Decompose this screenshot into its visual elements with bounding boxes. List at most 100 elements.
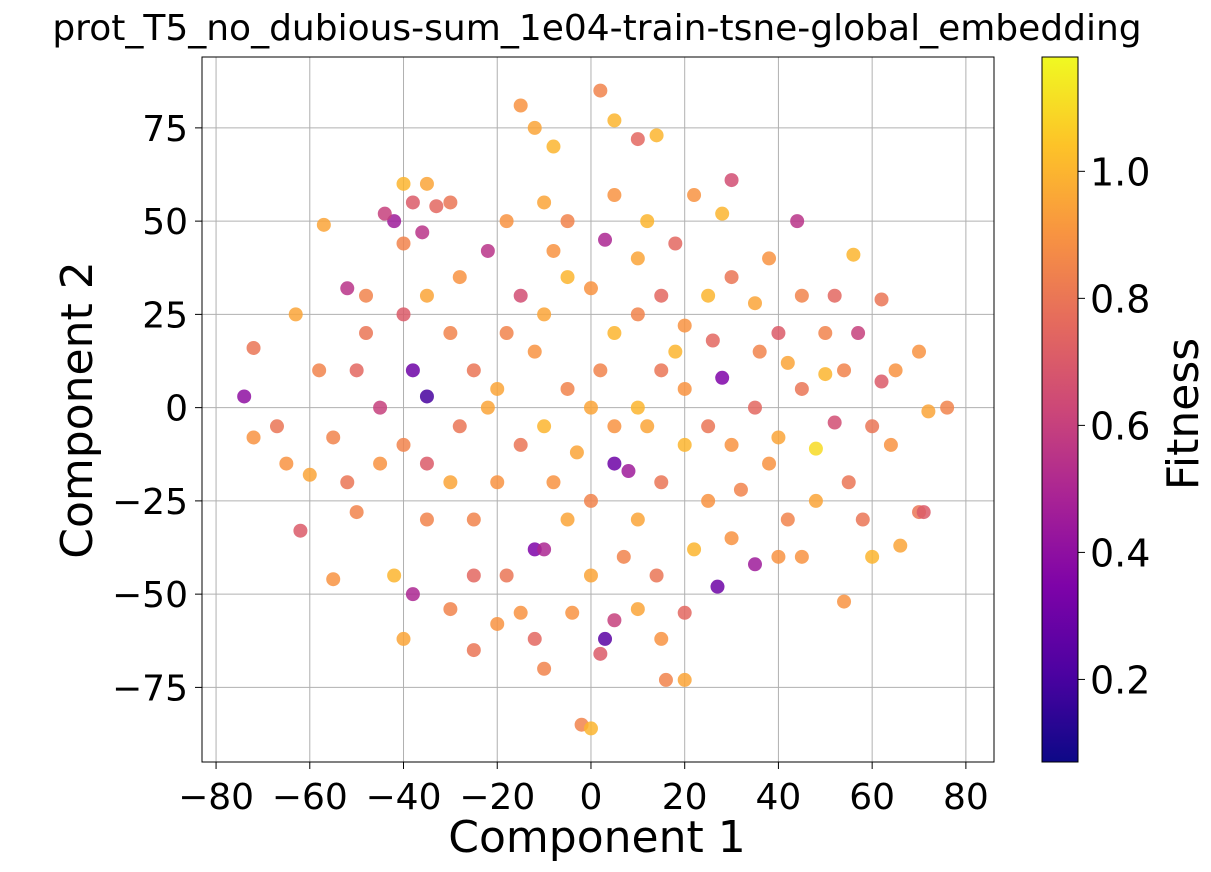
scatter-point [537,195,552,210]
scatter-point [701,419,716,434]
scatter-point [607,613,622,628]
x-axis-ticks: −80 −60 −40 −20 0 20 40 60 80 [178,762,989,818]
scatter-point [405,195,420,210]
scatter-point [790,214,805,229]
scatter-point [630,251,645,266]
scatter-point [794,549,809,564]
scatter-point [466,363,481,378]
scatter-point [312,363,327,378]
scatter-point [419,389,434,404]
scatter-point [827,415,842,430]
scatter-point [560,512,575,527]
colorbar-ticks: 0.2 0.4 0.6 0.8 1.0 [1078,150,1150,702]
scatter-point [537,542,552,557]
colorbar-tick-label: 1.0 [1090,150,1150,194]
scatter-point [405,587,420,602]
scatter-point [452,270,467,285]
scatter-point [537,661,552,676]
scatter-point [546,243,561,258]
scatter-point [340,281,355,296]
scatter-point [874,374,889,389]
scatter-point [527,120,542,135]
scatter-point [373,456,388,471]
colorbar-tick-label: 0.2 [1090,658,1150,702]
scatter-point [387,568,402,583]
scatter-point [499,568,514,583]
scatter-point [326,572,341,587]
x-tick-label: 20 [662,777,708,818]
scatter-point [560,381,575,396]
scatter-point [415,225,430,240]
scatter-point [560,214,575,229]
scatter-point [349,363,364,378]
scatter-point [865,549,880,564]
colorbar-tick-label: 0.4 [1090,531,1150,575]
scatter-point [513,288,528,303]
colorbar [1041,56,1079,763]
scatter-point [593,363,608,378]
scatter-point [316,217,331,232]
y-tick-label: 50 [142,202,188,243]
scatter-point [724,531,739,546]
scatter-point [326,430,341,445]
scatter-point [724,437,739,452]
scatter-point [747,557,762,572]
scatter-point [373,400,388,415]
scatter-point [715,206,730,221]
scatter-point [888,363,903,378]
colorbar-label: Fitness [1158,338,1209,490]
scatter-point [658,672,673,687]
scatter-point [340,475,355,490]
x-tick-label: 80 [943,777,989,818]
scatter-point [677,672,692,687]
scatter-point [359,288,374,303]
scatter-point [705,333,720,348]
x-tick-label: −60 [272,777,348,818]
scatter-point [377,206,392,221]
scatter-point [583,568,598,583]
scatter-point [443,602,458,617]
scatter-point [443,475,458,490]
scatter-point [771,430,786,445]
scatter-point [480,243,495,258]
scatter-point [302,467,317,482]
scatter-point [780,512,795,527]
scatter-point [874,292,889,307]
scatter-point [513,98,528,113]
scatter-point [912,344,927,359]
scatter-point [480,400,495,415]
scatter-point [546,139,561,154]
scatter-point [490,475,505,490]
scatter-point [583,721,598,736]
scatter-point [569,445,584,460]
scatter-point [794,381,809,396]
scatter-point [715,370,730,385]
scatter-point [546,475,561,490]
scatter-point [396,307,411,322]
scatter-point [677,318,692,333]
scatter-point [246,430,261,445]
scatter-point [855,512,870,527]
scatter-point [780,355,795,370]
scatter-point [851,326,866,341]
scatter-points [237,83,955,736]
scatter-point [537,419,552,434]
colorbar-tick-label: 0.8 [1090,277,1150,321]
scatter-point [733,482,748,497]
scatter-point [621,464,636,479]
scatter-point [466,568,481,583]
scatter-point [616,549,631,564]
scatter-point [837,363,852,378]
scatter-point [598,232,613,247]
scatter-point [593,83,608,98]
scatter-point [452,419,467,434]
scatter-point [583,400,598,415]
scatter-point [630,132,645,147]
scatter-point [818,367,833,382]
scatter-point [443,195,458,210]
scatter-point [846,247,861,262]
scatter-point [396,631,411,646]
y-tick-label: 75 [142,109,188,150]
scatter-point [841,475,856,490]
